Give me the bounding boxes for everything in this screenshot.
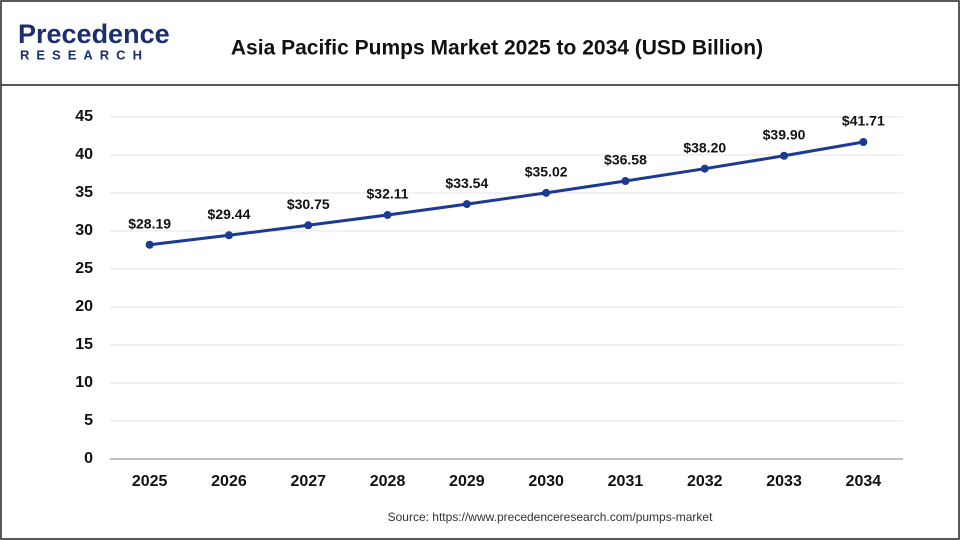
logo-subtitle: RESEARCH <box>20 47 149 62</box>
x-tick-label: 2025 <box>132 473 168 490</box>
x-tick-label: 2030 <box>528 473 564 490</box>
x-tick-label: 2027 <box>290 473 326 490</box>
y-tick-label: 40 <box>75 146 93 163</box>
logo-name: Precedence <box>18 19 170 49</box>
value-label: $38.20 <box>683 139 726 155</box>
x-tick-label: 2031 <box>608 473 644 490</box>
point <box>304 221 313 230</box>
value-label: $39.90 <box>763 126 806 142</box>
y-tick-label: 20 <box>75 298 93 315</box>
point <box>700 164 709 173</box>
point <box>145 240 154 249</box>
point <box>621 176 630 185</box>
value-label: $35.02 <box>525 164 568 180</box>
point <box>859 138 868 147</box>
value-label: $36.58 <box>604 152 647 168</box>
y-tick-label: 45 <box>75 108 93 125</box>
value-label: $32.11 <box>367 186 409 202</box>
point <box>383 210 392 219</box>
point <box>462 200 471 209</box>
point <box>780 151 789 160</box>
source-note: Source: https://www.precedenceresearch.c… <box>388 510 713 524</box>
y-tick-label: 35 <box>75 184 93 201</box>
x-tick-label: 2026 <box>211 473 247 490</box>
value-label: $30.75 <box>287 196 330 212</box>
y-tick-label: 5 <box>84 412 93 429</box>
x-tick-label: 2034 <box>846 473 882 490</box>
x-tick-label: 2028 <box>370 473 406 490</box>
value-label: $29.44 <box>208 206 251 222</box>
chart-title: Asia Pacific Pumps Market 2025 to 2034 (… <box>231 37 763 60</box>
x-tick-label: 2033 <box>766 473 802 490</box>
point <box>542 188 551 197</box>
value-label: $41.71 <box>842 113 885 129</box>
x-tick-label: 2029 <box>449 473 485 490</box>
y-tick-label: 30 <box>75 222 93 239</box>
y-tick-label: 10 <box>75 374 93 391</box>
value-label: $33.54 <box>445 175 488 191</box>
line <box>149 140 864 247</box>
x-tick-label: 2032 <box>687 473 723 490</box>
value-label: $28.19 <box>128 215 171 231</box>
y-tick-label: 25 <box>75 260 93 277</box>
point <box>224 231 233 240</box>
y-tick-label: 15 <box>75 336 93 353</box>
y-tick-label: 0 <box>84 450 93 467</box>
